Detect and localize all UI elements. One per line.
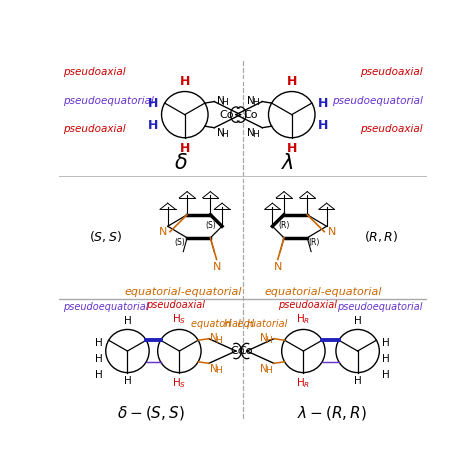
Text: $(R,R)$: $(R,R)$: [364, 229, 398, 244]
Text: pseudoequatorial: pseudoequatorial: [63, 96, 154, 106]
Text: H: H: [95, 370, 103, 380]
Text: H: H: [287, 142, 297, 155]
Text: N: N: [273, 263, 282, 273]
Text: H$_R$: H$_R$: [296, 312, 310, 326]
Text: H: H: [180, 75, 190, 88]
Text: H: H: [253, 130, 259, 139]
Text: H: H: [287, 75, 297, 88]
Text: H: H: [354, 316, 362, 326]
Text: equatorial-equatorial: equatorial-equatorial: [125, 287, 242, 297]
Text: N: N: [247, 128, 255, 138]
Text: H: H: [265, 366, 273, 375]
Text: pseudoequatorial: pseudoequatorial: [63, 302, 149, 312]
Text: $\lambda$: $\lambda$: [282, 153, 294, 173]
Text: H: H: [253, 98, 259, 107]
Text: H: H: [221, 98, 228, 107]
Text: Co: Co: [219, 109, 234, 119]
Text: pseudoaxial: pseudoaxial: [360, 124, 423, 134]
Text: N: N: [328, 227, 336, 237]
Text: Co: Co: [230, 346, 245, 356]
Text: pseudoaxial: pseudoaxial: [63, 124, 126, 134]
Text: H: H: [95, 354, 103, 364]
Text: H: H: [383, 338, 390, 348]
Text: H: H: [318, 97, 328, 110]
Text: N: N: [210, 364, 218, 374]
Text: H: H: [215, 366, 222, 375]
Text: H$_S$: H$_S$: [172, 312, 186, 326]
Text: $(S,S)$: $(S,S)$: [89, 229, 122, 244]
Text: H: H: [265, 336, 273, 345]
Text: pseudoequatorial: pseudoequatorial: [332, 96, 423, 106]
Text: H: H: [221, 130, 228, 139]
Text: H$_R$: H$_R$: [296, 376, 310, 390]
Text: (R): (R): [308, 238, 319, 247]
Text: H: H: [354, 376, 362, 386]
Text: H: H: [148, 119, 158, 132]
Text: (S): (S): [205, 221, 216, 230]
Text: H: H: [148, 97, 158, 110]
Text: N: N: [217, 128, 224, 138]
Text: N: N: [217, 96, 224, 106]
Text: pseudoaxial: pseudoaxial: [63, 67, 126, 77]
Text: pseudoaxial: pseudoaxial: [146, 300, 205, 310]
Text: N: N: [159, 227, 167, 237]
Text: H: H: [383, 354, 390, 364]
Text: H: H: [180, 142, 190, 155]
Text: $\lambda-(R,R)$: $\lambda-(R,R)$: [297, 404, 367, 421]
Text: Co: Co: [238, 346, 253, 356]
Text: N: N: [260, 333, 268, 343]
Text: H: H: [124, 376, 131, 386]
Text: pseudoaxial: pseudoaxial: [278, 300, 337, 310]
Text: pseudoequatorial: pseudoequatorial: [337, 302, 423, 312]
Text: pseudoaxial: pseudoaxial: [360, 67, 423, 77]
Text: $\delta-(S,S)$: $\delta-(S,S)$: [117, 404, 184, 421]
Text: H: H: [124, 316, 131, 326]
Text: N: N: [210, 333, 218, 343]
Text: $\delta$: $\delta$: [174, 153, 188, 173]
Text: H: H: [215, 336, 222, 345]
Text: H  equatorial: H equatorial: [224, 319, 288, 329]
Text: (S): (S): [174, 238, 185, 247]
Text: H: H: [318, 119, 328, 132]
Text: (R): (R): [278, 221, 290, 230]
Text: H: H: [383, 370, 390, 380]
Text: H: H: [95, 338, 103, 348]
Text: H$_S$: H$_S$: [172, 376, 186, 390]
Text: N: N: [212, 263, 221, 273]
Text: equatorial  H: equatorial H: [191, 319, 255, 329]
Text: Co: Co: [243, 109, 257, 119]
Text: equatorial-equatorial: equatorial-equatorial: [264, 287, 382, 297]
Text: N: N: [260, 364, 268, 374]
Text: N: N: [247, 96, 255, 106]
